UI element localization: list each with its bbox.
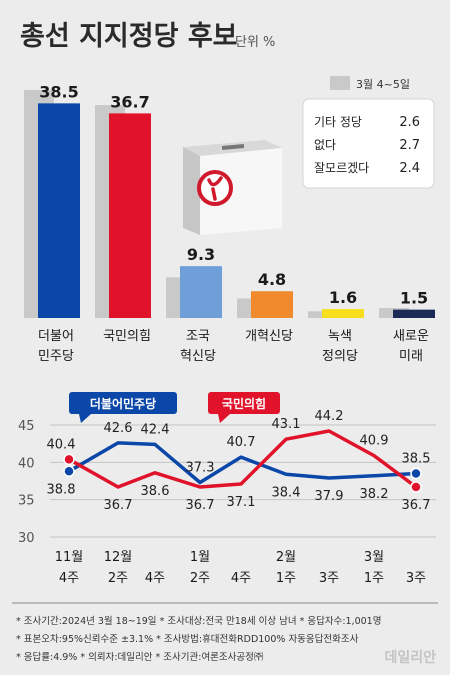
- category-label-0-1: 민주당: [38, 349, 74, 364]
- point-label-1-7: 40.9: [360, 434, 389, 449]
- x-tick-week-0: 4주: [59, 571, 79, 586]
- bar-value-label-4: 1.6: [329, 288, 357, 307]
- unit-label: 단위 %: [235, 35, 275, 50]
- x-tick-month-0: 11월: [55, 550, 84, 565]
- footnote-2: * 표본오차:95%신뢰수준 ±3.1% * 조사방법:휴대전화RDD100% …: [16, 633, 359, 645]
- category-label-1-0: 국민의힘: [103, 329, 151, 344]
- category-label-5-0: 새로운: [393, 329, 429, 344]
- chart-title: 총선 지지정당 후보: [20, 21, 238, 52]
- series-name-1: 국민의힘: [222, 396, 266, 411]
- category-label-5-1: 미래: [399, 349, 423, 364]
- bar-legend: 3월 4~5일: [330, 76, 410, 91]
- footnote-1: * 조사기간:2024년 3월 18~19일 * 조사대상:전국 만18세 이상…: [16, 615, 381, 627]
- bar-current-3: [251, 291, 293, 318]
- point-label-1-2: 38.6: [141, 484, 170, 499]
- bar-current-1: [109, 113, 151, 319]
- legend-label-prev: 3월 4~5일: [356, 77, 410, 91]
- bar-value-label-2: 9.3: [187, 245, 215, 264]
- bar-value-label-5: 1.5: [400, 289, 428, 308]
- y-tick-label-35: 35: [18, 494, 35, 509]
- others-box: 기타 정당 2.6 없다 2.7 잘모르겠다 2.4: [302, 98, 435, 189]
- series-line-0: [68, 441, 417, 485]
- x-tick-week-2: 4주: [145, 571, 165, 586]
- series-marker-1-8: [410, 481, 422, 493]
- point-label-1-6: 44.2: [315, 409, 344, 424]
- y-tick-label-40: 40: [18, 456, 35, 471]
- bar-current-0: [38, 103, 80, 318]
- bar-value-label-1: 36.7: [110, 92, 149, 111]
- x-tick-month-7: 3월: [364, 550, 384, 565]
- ballot-stamp-mark-icon: [207, 176, 223, 201]
- brand-watermark: 데일리안: [384, 649, 436, 666]
- series-tag-pointer-0: [79, 414, 91, 423]
- bar-current-2: [180, 266, 222, 318]
- x-tick-month-3: 1월: [190, 550, 210, 565]
- line-chart: 45 40 35 30 11월 4주 12월 2주 4주 1월 2주 4주 2월 1주 3주 3월 1주 3주 38…: [18, 392, 436, 586]
- point-label-1-4: 37.1: [227, 495, 256, 510]
- others-value-1: 2.6: [399, 115, 420, 130]
- category-label-4-0: 녹색: [328, 329, 352, 344]
- ballot-slot-icon: [221, 144, 245, 150]
- others-box-frame: [302, 98, 435, 189]
- point-label-1-8: 36.7: [402, 498, 431, 513]
- others-value-2: 2.7: [399, 138, 420, 153]
- x-tick-month-5: 2월: [276, 550, 296, 565]
- ballot-stamp-icon: [197, 170, 233, 206]
- point-label-0-7: 38.2: [360, 487, 389, 502]
- others-label-3: 잘모르겠다: [314, 161, 369, 175]
- others-value-3: 2.4: [399, 161, 420, 176]
- x-tick-week-4: 4주: [231, 571, 251, 586]
- others-label-1: 기타 정당: [314, 115, 362, 129]
- series-line-1: [68, 429, 418, 489]
- point-label-0-6: 37.9: [315, 489, 344, 504]
- point-label-0-2: 42.4: [141, 422, 170, 437]
- x-tick-week-5: 1주: [276, 571, 296, 586]
- series-tag-1: [208, 392, 280, 414]
- series-marker-1-0: [63, 453, 75, 466]
- category-label-4-1: 정의당: [322, 349, 358, 364]
- point-label-0-5: 38.4: [272, 485, 301, 500]
- point-label-0-4: 40.7: [227, 435, 256, 450]
- point-label-1-1: 36.7: [104, 498, 133, 513]
- y-tick-label-45: 45: [18, 419, 35, 434]
- series-tag-pointer-1: [218, 414, 230, 423]
- point-label-1-5: 43.1: [272, 417, 301, 432]
- series-marker-0-8: [410, 467, 422, 480]
- bar-current-4: [322, 309, 364, 318]
- y-tick-label-30: 30: [18, 531, 35, 546]
- category-label-0-0: 더불어: [38, 329, 74, 344]
- category-label-2-0: 조국: [186, 329, 210, 344]
- bar-value-label-3: 4.8: [258, 270, 286, 289]
- x-tick-month-1: 12월: [104, 550, 133, 565]
- point-label-0-0: 38.8: [47, 482, 76, 497]
- point-label-1-3: 36.7: [186, 498, 215, 513]
- point-label-0-8: 38.5: [402, 452, 431, 467]
- x-tick-week-8: 3주: [406, 571, 426, 586]
- series-name-0: 더불어민주당: [90, 396, 156, 411]
- series-tag-0: [69, 392, 177, 414]
- category-label-2-1: 혁신당: [180, 349, 216, 364]
- bar-current-5: [393, 309, 435, 318]
- ballot-box-side-icon: [200, 148, 282, 235]
- footnote-3: * 응답률:4.9% * 의뢰자:데일리안 * 조사기관:여론조사공정㈜: [16, 651, 264, 663]
- others-label-2: 없다: [314, 138, 336, 152]
- legend-swatch-prev: [330, 76, 350, 90]
- point-label-0-1: 42.6: [104, 421, 133, 436]
- x-tick-week-1: 2주: [108, 571, 128, 586]
- x-tick-week-6: 3주: [319, 571, 339, 586]
- ballot-box-front-icon: [183, 147, 200, 235]
- category-label-3-0: 개혁신당: [245, 329, 293, 344]
- bar-value-label-0: 38.5: [39, 82, 78, 101]
- x-tick-week-3: 2주: [190, 571, 210, 586]
- x-tick-week-7: 1주: [364, 571, 384, 586]
- ballot-box-icon: [183, 140, 282, 235]
- point-label-1-0: 40.4: [47, 437, 76, 452]
- point-label-0-3: 37.3: [186, 460, 215, 475]
- series-marker-0-0: [63, 465, 75, 478]
